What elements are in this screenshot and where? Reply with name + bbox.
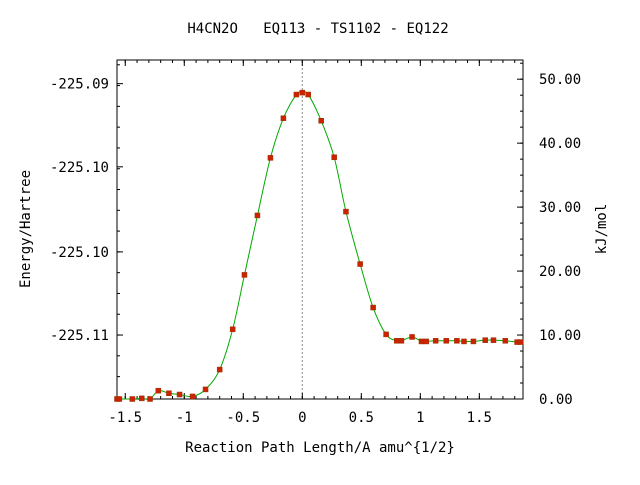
x-tick-label: -1.5 <box>108 410 142 426</box>
data-point <box>139 395 145 402</box>
left-y-axis-label: Energy/Hartree <box>18 170 34 288</box>
data-point <box>482 337 488 343</box>
data-point <box>517 339 524 345</box>
data-point <box>357 261 363 267</box>
data-point <box>398 338 405 344</box>
data-markers <box>114 89 524 402</box>
data-point <box>423 338 429 345</box>
x-tick-label: 1.5 <box>467 410 492 426</box>
data-point <box>318 118 324 124</box>
data-point <box>299 89 306 96</box>
right-tick-label: 40.00 <box>539 136 581 152</box>
left-tick-label: -225.11 <box>50 328 109 344</box>
data-point <box>383 331 389 338</box>
data-point <box>216 366 223 373</box>
plot-frame <box>116 59 524 400</box>
x-axis-label: Reaction Path Length/A amu^{1/2} <box>185 440 455 456</box>
right-tick-label: 50.00 <box>539 72 581 88</box>
data-point <box>202 386 209 393</box>
left-tick-label: -225.10 <box>50 245 109 261</box>
right-tick-label: 30.00 <box>539 200 581 216</box>
data-point <box>176 391 183 398</box>
data-point <box>129 396 136 402</box>
data-point <box>155 387 162 394</box>
energy-curve <box>116 91 521 400</box>
right-tick-label: 20.00 <box>539 264 581 280</box>
data-point <box>241 272 248 278</box>
data-point <box>166 390 172 396</box>
data-point <box>418 338 425 345</box>
data-point <box>254 212 261 219</box>
data-point <box>454 338 460 344</box>
data-point <box>470 338 477 345</box>
data-point <box>490 337 497 343</box>
data-point <box>267 155 274 161</box>
data-point <box>461 338 467 345</box>
x-tick-label: -0.5 <box>226 410 260 426</box>
data-point <box>229 326 236 333</box>
data-point <box>370 304 376 311</box>
x-tick-label: 0.5 <box>349 410 374 426</box>
data-point <box>189 393 196 400</box>
data-point <box>393 338 400 344</box>
right-tick-label: 0.00 <box>539 392 573 408</box>
data-point <box>116 396 123 402</box>
data-point <box>305 91 311 98</box>
data-point <box>409 334 415 340</box>
left-tick-label: -225.09 <box>50 77 109 93</box>
data-point <box>147 396 153 402</box>
data-point <box>443 338 450 344</box>
data-point <box>280 115 287 121</box>
left-tick-label: -225.10 <box>50 160 109 176</box>
x-tick-label: 1 <box>416 410 424 426</box>
data-point <box>331 154 337 160</box>
right-tick-label: 10.00 <box>539 328 581 344</box>
right-y-axis-label: kJ/mol <box>594 204 610 255</box>
x-tick-label: 0 <box>298 410 306 426</box>
chart-title: H4CN2O EQ113 - TS1102 - EQ122 <box>187 21 448 37</box>
data-point <box>502 338 509 344</box>
axis-ticks <box>117 60 523 400</box>
data-point <box>432 338 439 344</box>
data-point <box>293 91 300 98</box>
data-point <box>343 208 349 215</box>
x-tick-label: -1 <box>176 410 193 426</box>
tick-labels: -1.5 -1 -0.5 0 0.5 1 1.5 -225.09 -225.10 -225.10 -… <box>50 72 581 426</box>
